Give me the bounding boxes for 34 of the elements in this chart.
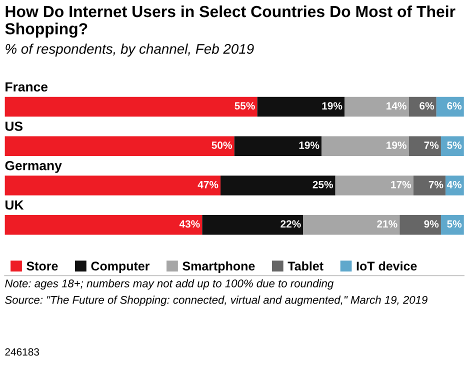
- data-label: 22%: [280, 220, 301, 228]
- data-label: 55%: [234, 102, 255, 110]
- chart-subtitle: % of respondents, by channel, Feb 2019: [6, 44, 254, 57]
- data-label: 17%: [391, 180, 412, 188]
- data-label: 21%: [377, 220, 398, 228]
- data-label: 6%: [447, 102, 462, 110]
- data-label: 43%: [179, 220, 200, 228]
- text: Note: ages 18+; numbers may not add up to 100% due to rounding: [5, 279, 334, 290]
- data-label: 50%: [212, 142, 232, 149]
- data-label: 5%: [447, 220, 462, 228]
- data-label: 7%: [428, 180, 444, 188]
- y-tick-label: Germany: [5, 160, 62, 173]
- data-label: 19%: [386, 142, 406, 149]
- legend-label: Tablet: [288, 261, 324, 271]
- legend-label: IoT device: [356, 261, 417, 271]
- text: 246183: [5, 348, 40, 356]
- data-label: 47%: [198, 180, 218, 188]
- legend-label: Store: [26, 262, 58, 271]
- source-note: Source: "The Future of Shopping: connected, virtual and augmented," March 19, 2019: [5, 296, 428, 306]
- y-tick-label: US: [6, 122, 23, 131]
- legend-label: Computer: [91, 262, 150, 273]
- legend-label: Smartphone: [182, 261, 255, 273]
- data-label: 4%: [446, 180, 462, 188]
- data-label: 14%: [386, 102, 406, 110]
- data-label: 9%: [424, 220, 439, 228]
- data-label: 19%: [322, 102, 342, 110]
- data-label: 7%: [424, 142, 439, 149]
- y-tick-label: UK: [6, 200, 24, 210]
- data-label: 19%: [299, 142, 320, 149]
- y-tick-label: France: [6, 82, 48, 92]
- data-label: 5%: [447, 142, 462, 149]
- chart-title: How Do Internet Users in Select Countries Do Most of Their Shopping?: [5, 5, 456, 38]
- data-label: 6%: [420, 102, 434, 110]
- data-label: 25%: [312, 180, 333, 188]
